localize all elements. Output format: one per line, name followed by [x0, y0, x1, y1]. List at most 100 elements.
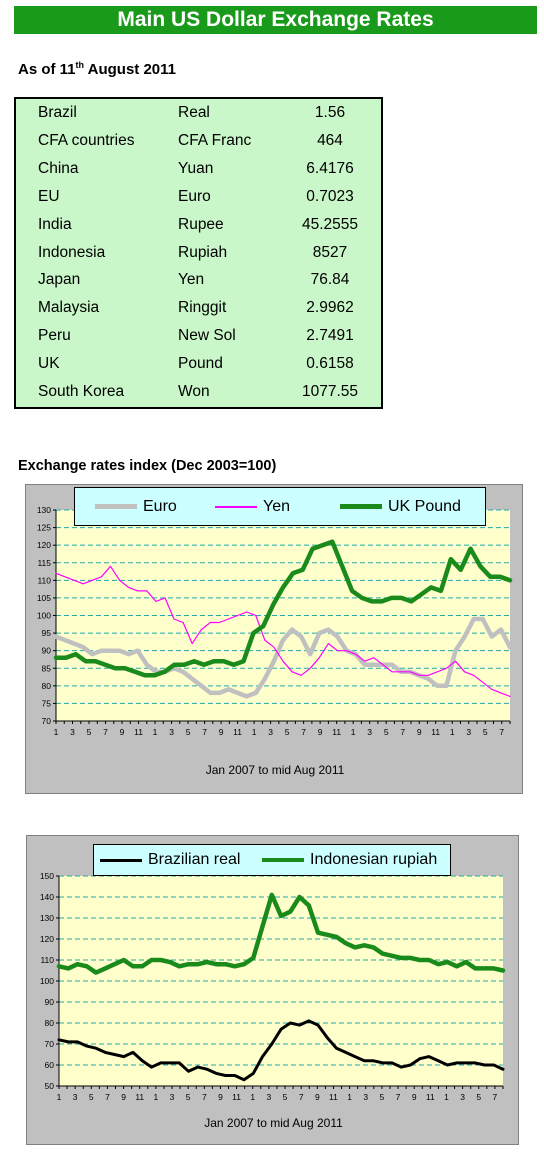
page-title: Main US Dollar Exchange Rates: [14, 6, 537, 34]
rate-country: Brazil: [38, 104, 77, 121]
legend-label: Indonesian rupiah: [310, 851, 438, 868]
rate-value: 1.56: [314, 104, 346, 121]
x-tick-label: 11: [233, 727, 242, 737]
y-tick-label: 110: [37, 575, 51, 585]
x-tick-label: 5: [87, 727, 92, 737]
x-tick-label: 11: [134, 727, 143, 737]
x-tick-label: 11: [135, 1092, 144, 1102]
rate-country: CFA countries: [38, 131, 135, 149]
y-tick-label: 90: [42, 646, 52, 656]
y-tick-label: 85: [42, 663, 52, 673]
currency-chart-legend: Brazilian real Indonesian rupiah: [93, 844, 451, 876]
x-tick-label: 7: [202, 1092, 207, 1102]
legend-swatch: [340, 504, 382, 509]
y-tick-label: 50: [45, 1081, 55, 1091]
y-tick-label: 70: [45, 1039, 55, 1049]
as-of-date: As of 11th August 2011: [18, 60, 176, 78]
x-tick-label: 1: [351, 727, 356, 737]
x-tick-label: 7: [396, 1092, 401, 1102]
legend-item: Indonesian rupiah: [262, 845, 437, 875]
x-tick-label: 11: [332, 727, 341, 737]
x-tick-label: 7: [105, 1092, 110, 1102]
y-tick-label: 80: [42, 681, 52, 691]
y-tick-label: 80: [45, 1018, 55, 1028]
x-tick-label: 3: [460, 1092, 465, 1102]
series-line-euro: [53, 616, 513, 699]
exchange-rates-table: Brazil Real 1.56 CFA countries CFA Franc 464 C…: [14, 97, 383, 409]
y-tick-label: 115: [37, 558, 51, 568]
rate-currency: Rupiah: [178, 243, 228, 261]
rate-currency: Yuan: [178, 159, 214, 177]
y-tick-label: 120: [40, 934, 54, 944]
legend-item: Yen: [215, 488, 290, 525]
x-tick-label: 3: [169, 727, 174, 737]
y-tick-label: 90: [45, 997, 55, 1007]
rate-country: Malaysia: [38, 299, 100, 317]
rate-country: South Korea: [38, 383, 125, 400]
rate-currency: Ringgit: [178, 299, 227, 317]
index-chart-title: Exchange rates index (Dec 2003=100): [18, 458, 277, 474]
y-tick-label: 110: [40, 955, 54, 965]
rate-value: 1077.55: [301, 383, 359, 400]
exchange-rates-index-chart: 70 75 80 85 90 95 100 105 110 115 120 125 130 1 3 5 7 9 11…: [25, 484, 523, 794]
x-tick-label: 5: [186, 1092, 191, 1102]
as-of-ordinal: th: [75, 60, 85, 70]
x-tick-label: 3: [70, 727, 75, 737]
x-tick-label: 9: [412, 1092, 417, 1102]
rate-row: Malaysia Ringgit 2.9962: [16, 294, 381, 322]
rate-row: CFA countries CFA Franc 464: [16, 127, 381, 155]
x-tick-label: 3: [267, 1092, 272, 1102]
legend-label: Brazilian real: [148, 851, 241, 868]
rate-currency: Euro: [178, 187, 211, 205]
x-tick-label: 5: [483, 727, 488, 737]
rate-country: Indonesia: [38, 243, 106, 261]
rate-country: UK: [38, 355, 60, 373]
x-tick-label: 1: [347, 1092, 352, 1102]
x-tick-label: 11: [329, 1092, 338, 1102]
x-tick-label: 7: [103, 727, 108, 737]
x-tick-label: 9: [417, 727, 422, 737]
series-line-uk-pound: [53, 539, 513, 678]
y-tick-label: 140: [40, 892, 54, 902]
x-tick-label: 3: [73, 1092, 78, 1102]
y-tick-label: 60: [45, 1060, 55, 1070]
rate-value: 45.2555: [301, 215, 359, 233]
rate-country: Japan: [38, 271, 81, 289]
x-tick-label: 9: [120, 727, 125, 737]
currency-chart-x-label: Jan 2007 to mid Aug 2011: [204, 1116, 343, 1130]
rate-currency: Won: [178, 383, 210, 400]
index-chart-x-label: Jan 2007 to mid Aug 2011: [205, 763, 345, 777]
y-tick-label: 100: [37, 611, 51, 621]
x-tick-label: 5: [186, 727, 191, 737]
rate-currency: Rupee: [178, 215, 224, 233]
rate-country: India: [38, 215, 72, 233]
x-tick-label: 1: [154, 1092, 159, 1102]
legend-swatch: [262, 857, 304, 863]
x-tick-label: 11: [431, 727, 440, 737]
x-tick-label: 9: [219, 727, 224, 737]
y-tick-label: 130: [40, 913, 54, 923]
legend-item: UK Pound: [340, 488, 461, 525]
rate-row: Japan Yen 76.84: [16, 266, 381, 294]
index-chart-legend: Euro Yen UK Pound: [74, 487, 486, 526]
x-tick-label: 7: [493, 1092, 498, 1102]
x-tick-label: 5: [89, 1092, 94, 1102]
x-tick-label: 7: [499, 727, 504, 737]
legend-label: Euro: [143, 497, 177, 515]
x-tick-label: 11: [232, 1092, 241, 1102]
x-tick-label: 3: [367, 727, 372, 737]
x-tick-label: 5: [283, 1092, 288, 1102]
series-line-brazilian-real: [57, 1019, 505, 1082]
x-tick-label: 7: [400, 727, 405, 737]
y-tick-label: 120: [37, 540, 51, 550]
rate-row: Indonesia Rupiah 8527: [16, 239, 381, 267]
x-tick-label: 9: [121, 1092, 126, 1102]
legend-item: Brazilian real: [100, 845, 240, 875]
x-tick-label: 7: [301, 727, 306, 737]
x-tick-label: 1: [444, 1092, 449, 1102]
rate-row: India Rupee 45.2555: [16, 211, 381, 239]
currency-index-chart: 50 60 70 80 90 100 110 120 130 140 150 1 3 5 7 9 11 1 3 5 7 9…: [26, 835, 519, 1145]
rate-value: 8527: [312, 243, 348, 261]
rate-value: 2.7491: [306, 327, 354, 345]
